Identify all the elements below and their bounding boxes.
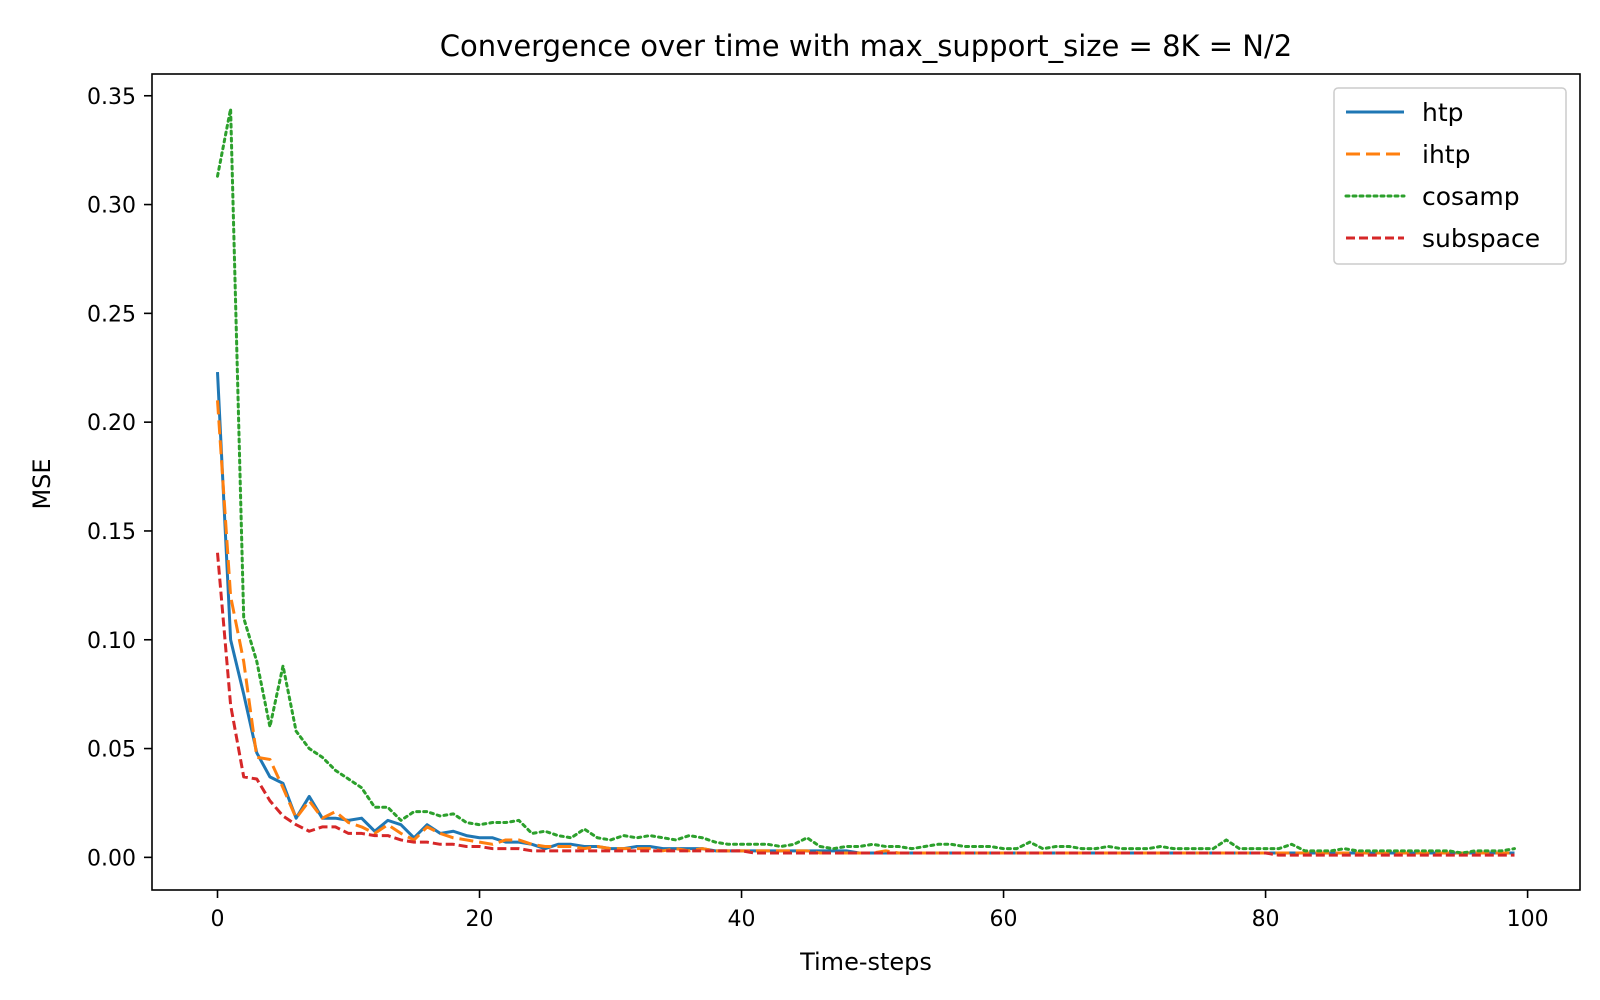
y-tick-label: 0.05 [87,738,136,763]
series-line-htp [216,372,1515,855]
legend-label-htp: htp [1422,98,1464,127]
series-line-subspace [216,552,1515,857]
legend-label-cosamp: cosamp [1422,182,1520,211]
x-tick-label: 0 [211,907,225,932]
y-tick-label: 0.10 [87,629,136,654]
y-tick-label: 0.00 [87,846,136,871]
plot-area [151,73,1581,891]
plot-frame [151,73,1581,891]
series-line-ihtp [216,400,1515,855]
x-tick-label: 80 [1252,907,1280,932]
y-tick-label: 0.30 [87,194,136,219]
legend: htp ihtp cosamp subspace [1333,87,1567,265]
y-tick-label: 0.25 [87,302,136,327]
y-tick-label: 0.20 [87,411,136,436]
y-axis-label: MSE [28,458,56,509]
chart-title: Convergence over time with max_support_s… [440,29,1292,63]
y-tick-label: 0.15 [87,520,136,545]
x-tick-label: 60 [990,907,1018,932]
y-axis-ticks: 0.00 0.05 0.10 0.15 0.20 0.25 0.30 0.35 [87,85,152,871]
x-tick-label: 20 [466,907,494,932]
legend-label-ihtp: ihtp [1422,140,1470,169]
x-tick-label: 40 [728,907,756,932]
x-axis-label: Time-steps [799,948,932,976]
legend-box [1333,87,1567,265]
series-line-cosamp [216,107,1516,855]
y-tick-label: 0.35 [87,85,136,110]
x-axis-ticks: 0 20 40 60 80 100 [211,890,1549,932]
legend-label-subspace: subspace [1422,224,1540,253]
x-tick-label: 100 [1507,907,1549,932]
